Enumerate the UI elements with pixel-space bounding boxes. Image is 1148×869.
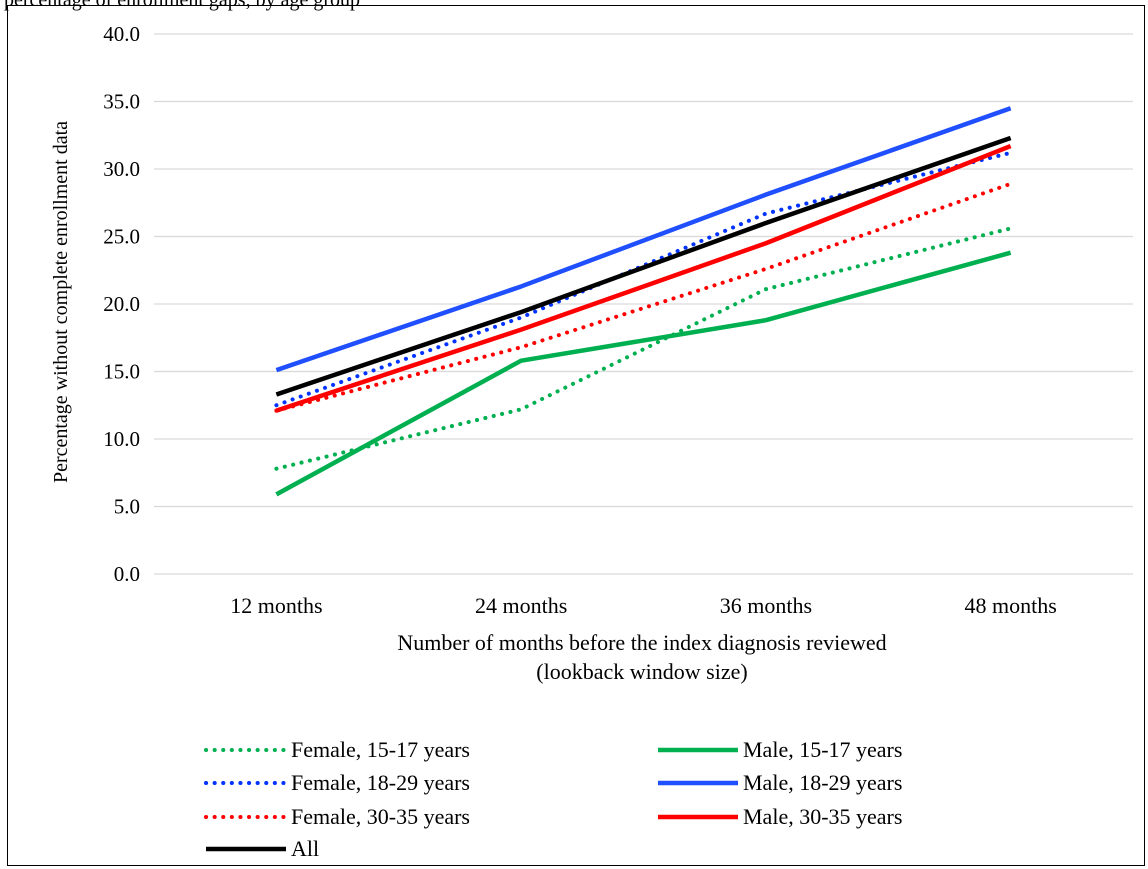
series-line-6 xyxy=(275,135,1012,397)
series-lines xyxy=(274,106,1013,497)
y-tick-label: 30.0 xyxy=(103,157,140,181)
y-tick-label: 20.0 xyxy=(103,292,140,316)
legend-label: Male, 30-35 years xyxy=(743,804,902,829)
legend-label: All xyxy=(291,836,319,861)
y-axis-ticks: 0.0 5.0 10.0 15.0 20.0 25.0 30.0 35.0 40.0 xyxy=(103,22,140,586)
y-tick-label: 40.0 xyxy=(103,22,140,46)
legend-label: Male, 15-17 years xyxy=(743,737,902,762)
legend-item: All xyxy=(206,836,319,861)
x-axis-ticks: 12 months 24 months 36 months 48 months xyxy=(230,593,1057,618)
gridlines xyxy=(154,33,1133,575)
legend-item: Male, 30-35 years xyxy=(658,804,902,829)
series-line-0 xyxy=(274,226,1013,471)
legend-item: Male, 15-17 years xyxy=(658,737,902,762)
x-tick-label: 36 months xyxy=(720,593,812,618)
y-tick-label: 5.0 xyxy=(114,495,140,519)
legend-label: Female, 30-35 years xyxy=(291,804,470,829)
y-tick-label: 10.0 xyxy=(103,427,140,451)
legend-label: Female, 18-29 years xyxy=(291,770,470,795)
x-axis-label-line2: (lookback window size) xyxy=(536,659,747,684)
x-tick-label: 48 months xyxy=(964,593,1056,618)
x-axis-label-line1: Number of months before the index diagno… xyxy=(397,630,886,655)
series-line-3 xyxy=(275,106,1012,373)
legend-item: Female, 30-35 years xyxy=(204,804,470,829)
y-tick-label: 25.0 xyxy=(103,225,140,249)
legend-label: Male, 18-29 years xyxy=(743,770,902,795)
x-tick-label: 12 months xyxy=(230,593,322,618)
series-line-2 xyxy=(274,150,1013,408)
series-line-1 xyxy=(275,250,1012,497)
legend-item: Male, 18-29 years xyxy=(658,770,902,795)
y-axis-label: Percentage without complete enrollment d… xyxy=(50,121,72,483)
legend-item: Female, 18-29 years xyxy=(204,770,470,795)
series-line-4 xyxy=(274,181,1013,413)
y-tick-label: 15.0 xyxy=(103,360,140,384)
y-tick-label: 0.0 xyxy=(114,562,140,586)
legend: Female, 15-17 years Male, 15-17 years Fema… xyxy=(204,737,902,861)
series-line-5 xyxy=(275,143,1012,413)
chart-frame xyxy=(7,5,1145,866)
y-tick-label: 35.0 xyxy=(103,90,140,114)
legend-item: Female, 15-17 years xyxy=(204,737,470,762)
x-tick-label: 24 months xyxy=(475,593,567,618)
legend-label: Female, 15-17 years xyxy=(291,737,470,762)
